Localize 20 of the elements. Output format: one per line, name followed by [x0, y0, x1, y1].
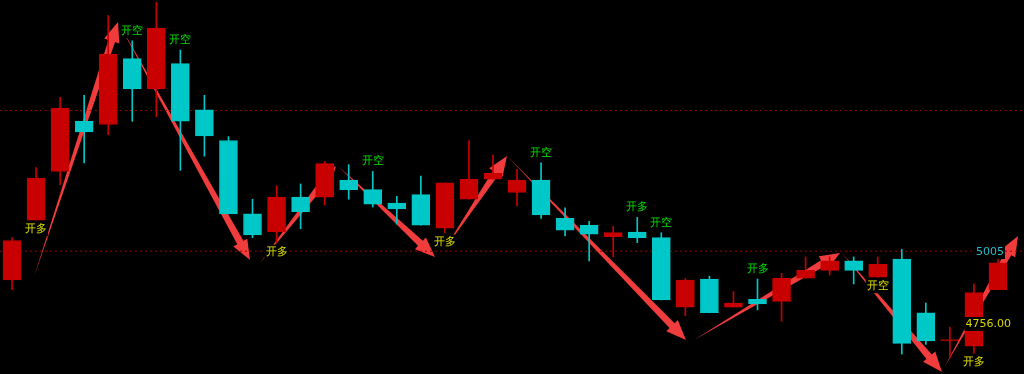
candlestick — [387, 196, 407, 225]
text: 开多 — [962, 355, 985, 369]
candlestick — [603, 225, 623, 258]
candlestick — [940, 326, 960, 358]
text: 开空 — [169, 32, 192, 46]
annotation: 4756.00 — [965, 316, 1011, 330]
text: 开空 — [866, 279, 889, 293]
text: 开空 — [650, 215, 673, 229]
text: 开多 — [25, 222, 48, 236]
text: 开空 — [121, 23, 144, 37]
text: 开多 — [433, 234, 456, 248]
text: 开多 — [626, 200, 649, 214]
candlestick — [74, 94, 94, 164]
annotation: 5005 — [976, 244, 1004, 258]
text: 开空 — [361, 154, 384, 168]
text: 开多 — [746, 261, 769, 275]
text: 开空 — [530, 145, 553, 159]
text: 开多 — [265, 244, 288, 258]
candlestick — [627, 217, 647, 243]
candlestick — [339, 164, 359, 200]
